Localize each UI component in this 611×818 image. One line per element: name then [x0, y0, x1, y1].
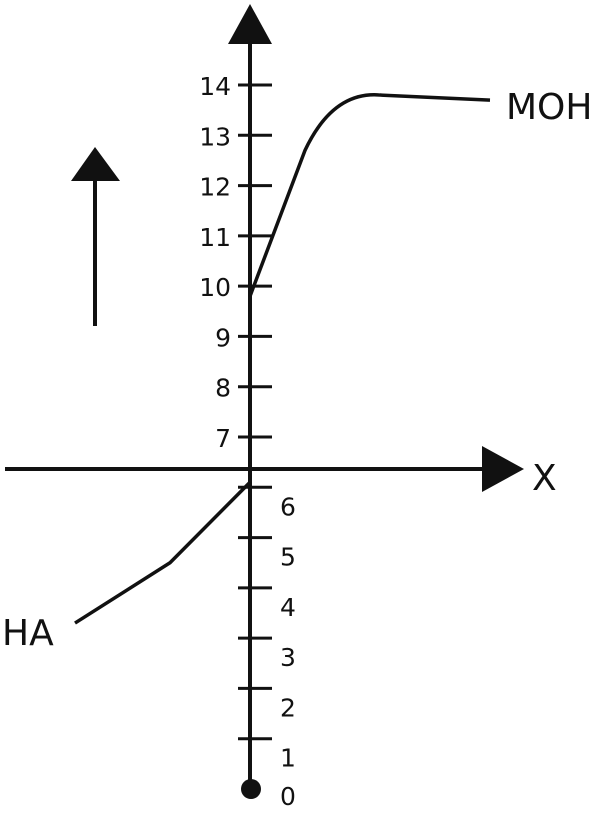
y-tick-label-5: 5 — [280, 543, 296, 572]
y-tick-label-2: 2 — [280, 693, 296, 722]
x-axis: X — [5, 446, 557, 499]
y-tick-label-14: 14 — [199, 72, 231, 101]
x-axis-label: X — [532, 458, 557, 499]
y-tick-label-8: 8 — [215, 374, 231, 403]
y-tick-label-1: 1 — [280, 744, 296, 773]
y-tick-label-11: 11 — [199, 223, 231, 252]
curve-label-moh: MOH — [506, 87, 592, 128]
y-tick-label-6: 6 — [280, 492, 296, 521]
y-tick-label-12: 12 — [199, 173, 231, 202]
upward-arrow — [71, 147, 120, 326]
y-axis-origin-dot — [241, 779, 261, 799]
y-tick-label-4: 4 — [280, 593, 296, 622]
y-tick-label-13: 13 — [199, 122, 231, 151]
y-tick-label-3: 3 — [280, 643, 296, 672]
curve-moh — [248, 93, 491, 297]
curve-ha — [74, 481, 252, 625]
upward-arrow-head — [71, 147, 120, 181]
curves: HA MOH — [2, 87, 592, 654]
y-tick-label-9: 9 — [215, 323, 231, 352]
y-tick-label-10: 10 — [199, 273, 231, 302]
x-axis-arrowhead — [482, 446, 524, 492]
curve-label-ha: HA — [2, 613, 54, 654]
y-axis-arrowhead — [228, 4, 272, 44]
y-tick-label-7: 7 — [215, 424, 231, 453]
y-tick-label-0: 0 — [280, 782, 296, 811]
